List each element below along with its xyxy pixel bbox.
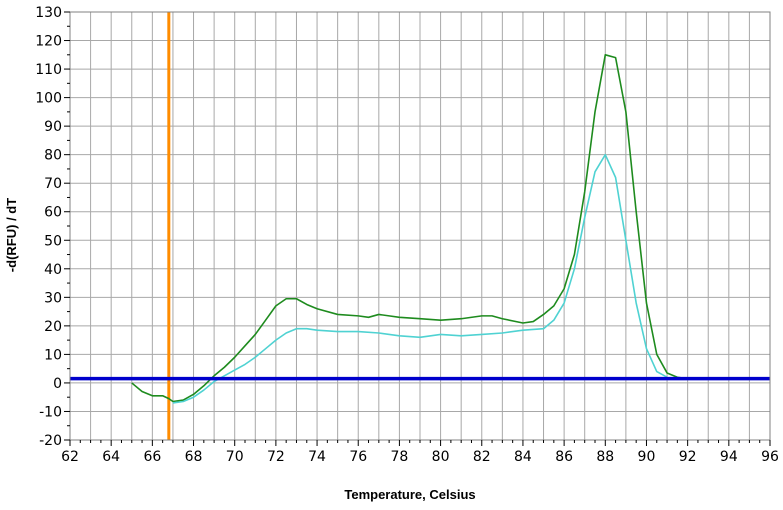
x-tick-label: 78 [390,449,408,465]
y-tick-label: 0 [53,376,62,392]
series-line-1 [131,54,688,403]
x-tick-label: 64 [102,449,120,465]
y-tick-label: 60 [44,205,62,221]
x-tick-label: 62 [61,449,79,465]
y-tick-label: 130 [35,5,62,21]
y-tick-label: 110 [35,62,62,78]
y-tick-label: 10 [44,347,62,363]
plot-data [70,12,770,440]
y-tick-label: -20 [39,433,62,449]
series-line-2 [172,153,668,404]
x-tick-label: 84 [514,449,532,465]
x-tick-label: 82 [473,449,491,465]
x-tick-label: 96 [761,449,779,465]
x-tick-label: 74 [308,449,326,465]
y-tick-label: 120 [35,34,62,50]
y-tick-label: 90 [44,119,62,135]
y-tick-label: 70 [44,176,62,192]
x-tick-label: 76 [349,449,367,465]
x-tick-label: 72 [267,449,285,465]
x-tick-label: 66 [143,449,161,465]
x-tick-label: 68 [185,449,203,465]
y-tick-label: 100 [35,91,62,107]
y-axis-title: -d(RFU) / dT [4,198,19,272]
y-tick-label: 80 [44,148,62,164]
x-tick-label: 90 [638,449,656,465]
y-tick-label: 50 [44,233,62,249]
x-tick-label: 88 [596,449,614,465]
x-axis-title: Temperature, Celsius [344,487,475,502]
x-tick-label: 94 [720,449,738,465]
y-tick-label: -10 [39,404,62,420]
x-tick-label: 80 [432,449,450,465]
y-tick-label: 20 [44,319,62,335]
y-tick-label: 30 [44,290,62,306]
x-tick-label: 70 [226,449,244,465]
x-tick-label: 92 [679,449,697,465]
x-tick-label: 86 [555,449,573,465]
y-tick-label: 40 [44,262,62,278]
axes: 62 64 66 68 70 72 74 76 78 80 82 84 86 88 90 92 94 96 -20 -… [35,5,779,465]
